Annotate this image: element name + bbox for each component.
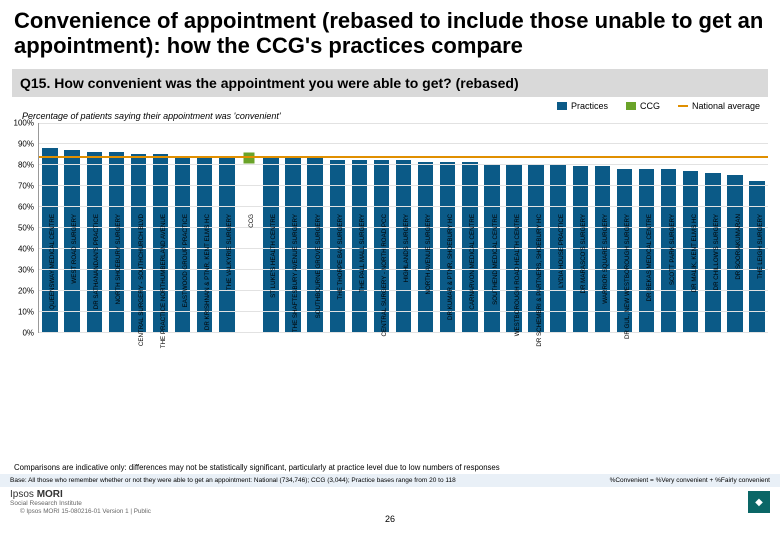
definition-text: %Convenient = %Very convenient + %Fairly… [610,477,770,484]
page-number: 26 [385,514,395,524]
base-text: Base: All those who remember whether or … [10,477,456,484]
logo: Ipsos MORI [10,489,161,500]
x-axis-labels: QUEENSWAY MEDICAL CENTREWEST ROAD SURGER… [38,212,768,332]
comparison-note: Comparisons are indicative only: differe… [0,463,780,472]
brand-square: ◆ [748,491,770,513]
question-box: Q15. How convenient was the appointment … [12,69,768,97]
page-footer: Ipsos MORI Social Research Institute © I… [0,487,780,516]
legend-practices: Practices [571,101,608,111]
legend-national: National average [692,101,760,111]
footer-bar: Base: All those who remember whether or … [0,474,780,487]
chart-subtitle: Percentage of patients saying their appo… [0,111,780,121]
copyright: © Ipsos MORI 15-080216-01 Version 1 | Pu… [10,507,161,516]
page-title: Convenience of appointment (rebased to i… [0,0,780,63]
logo-subtitle: Social Research Institute [10,500,161,507]
legend-ccg: CCG [640,101,660,111]
legend: Practices CCG National average [0,99,780,111]
